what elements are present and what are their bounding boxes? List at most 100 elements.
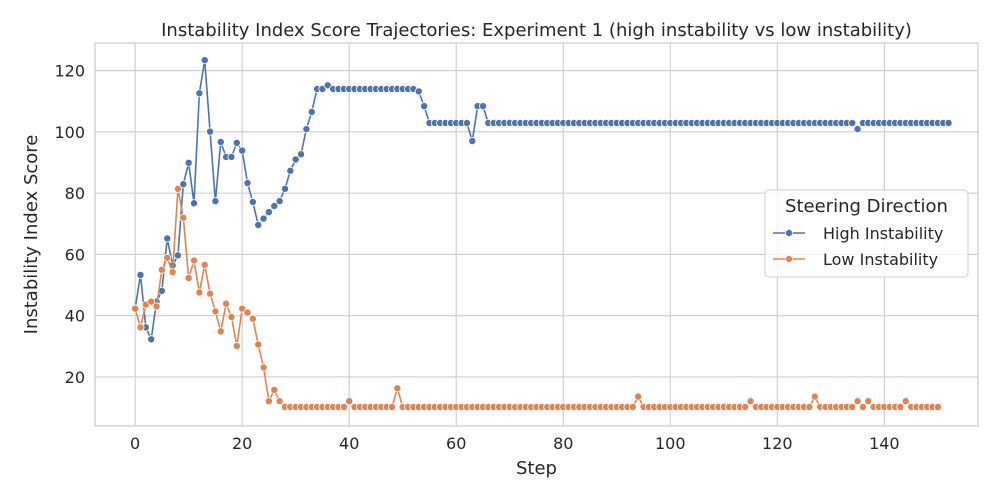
data-point xyxy=(280,184,289,193)
data-point xyxy=(259,214,268,223)
y-tick-label: 40 xyxy=(65,307,85,326)
data-point xyxy=(634,392,643,401)
data-point xyxy=(896,402,905,411)
data-point xyxy=(393,384,402,393)
data-point xyxy=(307,107,316,116)
legend-entry: High Instability xyxy=(773,224,943,243)
data-point xyxy=(259,363,268,372)
data-point xyxy=(168,268,177,277)
data-point xyxy=(248,198,257,207)
y-tick-label: 120 xyxy=(54,62,85,81)
data-point xyxy=(628,402,637,411)
x-tick-label: 80 xyxy=(553,434,573,453)
data-point xyxy=(746,397,755,406)
legend-swatch-marker xyxy=(785,228,794,237)
data-point xyxy=(291,155,300,164)
data-point xyxy=(468,137,477,146)
data-point xyxy=(388,402,397,411)
data-point xyxy=(206,127,215,136)
y-tick-label: 20 xyxy=(65,368,85,387)
data-point xyxy=(200,56,209,65)
data-point xyxy=(810,392,819,401)
y-tick-label: 60 xyxy=(65,245,85,264)
data-point xyxy=(254,340,263,349)
data-point xyxy=(227,152,236,161)
y-tick-label: 100 xyxy=(54,123,85,142)
data-point xyxy=(147,297,156,306)
data-point xyxy=(805,402,814,411)
data-point xyxy=(345,397,354,406)
data-point xyxy=(238,304,247,313)
data-point xyxy=(179,180,188,189)
data-point xyxy=(200,260,209,269)
x-tick-label: 40 xyxy=(339,434,359,453)
data-point xyxy=(189,256,198,265)
series-low-instability xyxy=(131,184,942,411)
x-tick-label: 0 xyxy=(130,434,140,453)
tick-labels: 0 20 40 60 80 100 120 140 20 40 60 80 100 120 xyxy=(54,62,899,453)
data-point xyxy=(216,327,225,336)
data-point xyxy=(147,335,156,344)
series-layer xyxy=(131,56,953,411)
data-point xyxy=(163,234,172,243)
y-tick-label: 80 xyxy=(65,184,85,203)
data-point xyxy=(189,199,198,208)
data-point xyxy=(848,402,857,411)
x-tick-label: 20 xyxy=(232,434,252,453)
data-point xyxy=(318,84,327,93)
data-point xyxy=(195,89,204,98)
data-point xyxy=(152,302,161,311)
data-point xyxy=(254,220,263,229)
data-point xyxy=(864,397,873,406)
data-point xyxy=(238,146,247,155)
data-point xyxy=(339,402,348,411)
data-point xyxy=(211,197,220,206)
data-point xyxy=(163,253,172,262)
data-point xyxy=(232,342,241,351)
series-high-instability xyxy=(131,56,953,344)
data-point xyxy=(216,137,225,146)
data-point xyxy=(933,402,942,411)
data-point xyxy=(297,150,306,159)
legend-entries: High Instability Low Instability xyxy=(773,224,943,269)
data-point xyxy=(270,201,279,210)
chart-title: Instability Index Score Trajectories: Ex… xyxy=(161,20,912,41)
data-point xyxy=(211,307,220,316)
data-point xyxy=(173,251,182,260)
data-point xyxy=(264,208,273,217)
x-axis-label: Step xyxy=(516,458,557,479)
data-point xyxy=(232,138,241,147)
data-point xyxy=(264,397,273,406)
legend-label: High Instability xyxy=(823,224,943,243)
data-point xyxy=(901,397,910,406)
data-point xyxy=(286,166,295,175)
data-point xyxy=(848,118,857,127)
data-point xyxy=(323,81,332,90)
x-tick-label: 120 xyxy=(762,434,793,453)
data-point xyxy=(248,314,257,323)
legend-title: Steering Direction xyxy=(785,196,948,217)
legend-box xyxy=(764,189,969,278)
legend: Steering Direction High Instability Low I… xyxy=(764,189,969,278)
data-point xyxy=(195,288,204,297)
data-point xyxy=(944,118,953,127)
data-point xyxy=(414,87,423,96)
x-tick-label: 140 xyxy=(869,434,900,453)
data-point xyxy=(184,158,193,167)
legend-swatch-marker xyxy=(785,254,794,263)
data-point xyxy=(270,385,279,394)
plot-frame xyxy=(94,42,979,427)
data-point xyxy=(478,102,487,111)
data-point xyxy=(243,308,252,317)
legend-label: Low Instability xyxy=(823,250,938,269)
data-point xyxy=(462,118,471,127)
data-point xyxy=(420,102,429,111)
data-point xyxy=(853,397,862,406)
legend-entry: Low Instability xyxy=(773,250,938,269)
data-point xyxy=(206,289,215,298)
data-point xyxy=(243,179,252,188)
data-point xyxy=(136,270,145,279)
x-tick-label: 100 xyxy=(655,434,686,453)
data-point xyxy=(302,125,311,134)
